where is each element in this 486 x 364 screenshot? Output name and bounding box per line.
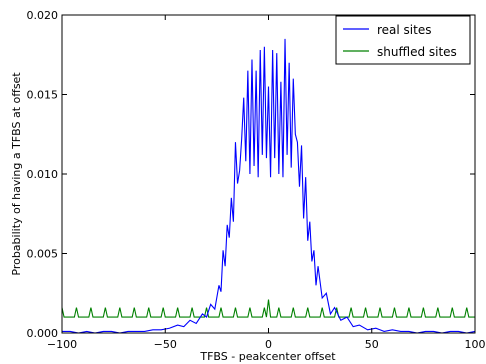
x-tick-label: 0: [265, 338, 272, 351]
y-axis: 0.000 0.005 0.010 0.015 0.020: [27, 9, 475, 340]
x-axis-title: TFBS - peakcenter offset: [199, 350, 336, 363]
series-line-shuffled-sites: [61, 299, 475, 318]
y-tick-label: 0.010: [27, 168, 59, 181]
x-tick-label: −100: [47, 338, 77, 351]
x-tick-label: 50: [365, 338, 379, 351]
y-tick-label: 0.000: [27, 327, 59, 340]
series-layer: [61, 38, 476, 334]
x-tick-label: −50: [154, 338, 177, 351]
y-tick-label: 0.020: [27, 9, 59, 22]
y-axis-title: Probability of having a TFBS at offset: [10, 72, 23, 276]
legend: real sites shuffled sites: [335, 15, 471, 65]
y-tick-label: 0.005: [27, 248, 59, 261]
plot-area: [62, 15, 475, 333]
legend-label-real-sites: real sites: [377, 23, 431, 37]
x-axis: −100 −50 0 50 100: [47, 15, 486, 351]
series-line-real-sites: [62, 38, 476, 334]
legend-box: [335, 15, 471, 65]
x-tick-label: 100: [465, 338, 486, 351]
legend-label-shuffled-sites: shuffled sites: [377, 45, 457, 59]
y-tick-label: 0.015: [27, 89, 59, 102]
